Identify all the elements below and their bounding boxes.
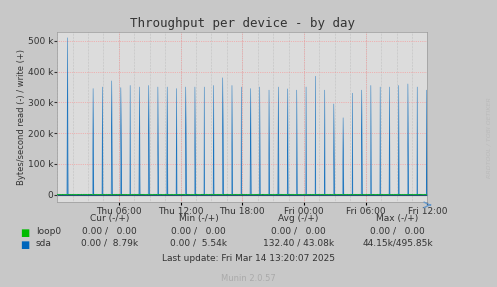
- Text: 0.00 /  8.79k: 0.00 / 8.79k: [81, 239, 138, 248]
- Text: 0.00 /   0.00: 0.00 / 0.00: [82, 227, 137, 236]
- Text: Max (-/+): Max (-/+): [376, 214, 419, 223]
- Y-axis label: Bytes/second read (-) / write (+): Bytes/second read (-) / write (+): [17, 49, 26, 185]
- Title: Throughput per device - by day: Throughput per device - by day: [130, 18, 355, 30]
- Text: loop0: loop0: [36, 227, 61, 236]
- Text: ■: ■: [20, 228, 29, 238]
- Text: 0.00 /   0.00: 0.00 / 0.00: [271, 227, 326, 236]
- Text: Min (-/+): Min (-/+): [179, 214, 219, 223]
- Text: 132.40 / 43.08k: 132.40 / 43.08k: [262, 239, 334, 248]
- Text: ■: ■: [20, 240, 29, 250]
- Text: Cur (-/+): Cur (-/+): [89, 214, 129, 223]
- Text: sda: sda: [36, 239, 52, 248]
- Text: Last update: Fri Mar 14 13:20:07 2025: Last update: Fri Mar 14 13:20:07 2025: [162, 254, 335, 263]
- Text: 0.00 /  5.54k: 0.00 / 5.54k: [170, 239, 227, 248]
- Text: Munin 2.0.57: Munin 2.0.57: [221, 274, 276, 283]
- Text: 0.00 /   0.00: 0.00 / 0.00: [171, 227, 226, 236]
- Text: 0.00 /   0.00: 0.00 / 0.00: [370, 227, 425, 236]
- Text: RRDTOOL / TOBI OETIKER: RRDTOOL / TOBI OETIKER: [486, 97, 491, 178]
- Text: Avg (-/+): Avg (-/+): [278, 214, 319, 223]
- Text: 44.15k/495.85k: 44.15k/495.85k: [362, 239, 433, 248]
